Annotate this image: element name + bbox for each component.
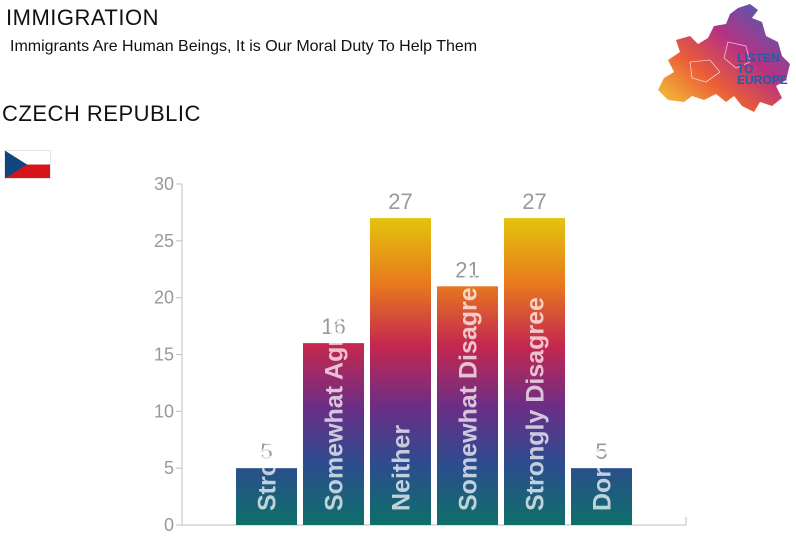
bar-category-label: Somewhat Disagree — [455, 273, 483, 511]
bar — [236, 468, 297, 525]
logo-text-europe: EUROPE — [737, 73, 788, 87]
y-tick-label: 5 — [164, 458, 174, 478]
bar-value-label: 27 — [388, 189, 412, 214]
bar-value-label: 16 — [321, 314, 345, 339]
bar-category-label: Don't Know — [589, 373, 617, 511]
page-subtitle: Immigrants Are Human Beings, It is Our M… — [10, 38, 478, 55]
logo-text-to: TO — [737, 62, 753, 76]
y-tick-label: 30 — [154, 174, 174, 194]
bar-category-label: Strongly Agree — [254, 333, 282, 511]
czech-flag-icon — [4, 150, 51, 179]
bar-value-label: 21 — [455, 257, 479, 282]
bar — [303, 343, 364, 525]
bar — [370, 218, 431, 525]
y-tick-label: 10 — [154, 401, 174, 421]
logo-text-listen: LISTEN — [737, 51, 780, 65]
y-tick-label: 15 — [154, 345, 174, 365]
bar-category-label: Strongly Disagree — [522, 297, 550, 511]
country-name: CZECH REPUBLIC — [2, 101, 201, 126]
bar-value-label: 5 — [595, 439, 607, 464]
bar-category-label: Neither — [388, 425, 416, 511]
bar-category-label: Somewhat Agree — [321, 309, 349, 511]
bar — [437, 286, 498, 525]
bar — [571, 468, 632, 525]
y-tick-label: 25 — [154, 231, 174, 251]
bar — [504, 218, 565, 525]
europe-map-logo-icon: LISTEN TO EUROPE — [658, 4, 790, 112]
y-tick-label: 0 — [164, 515, 174, 535]
bar-value-label: 5 — [260, 439, 272, 464]
y-tick-label: 20 — [154, 288, 174, 308]
page-title: IMMIGRATION — [6, 5, 159, 30]
bar-value-label: 27 — [522, 189, 546, 214]
